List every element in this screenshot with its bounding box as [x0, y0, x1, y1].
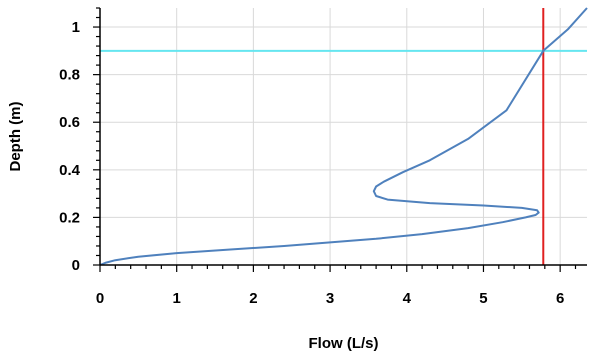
- tick-labels: 0 1 2 3 4 5 6 0 0.2 0.4 0.6 0.8 1: [59, 19, 564, 307]
- x-tick-label-4: 4: [403, 290, 412, 307]
- y-tick-label-4: 0.8: [59, 67, 80, 84]
- x-tick-label-0: 0: [96, 290, 104, 307]
- y-tick-label-5: 1: [72, 19, 80, 36]
- y-tick-label-3: 0.6: [59, 114, 80, 131]
- x-axis-title: Flow (L/s): [309, 335, 379, 352]
- y-tick-label-0: 0: [72, 257, 80, 274]
- x-tick-label-1: 1: [173, 290, 181, 307]
- y-tick-label-1: 0.2: [59, 209, 80, 226]
- x-tick-label-6: 6: [556, 290, 564, 307]
- y-tick-label-2: 0.4: [59, 162, 81, 179]
- series-line-0: [99, 7, 588, 266]
- x-tick-label-2: 2: [249, 290, 257, 307]
- axes: [93, 7, 587, 272]
- y-axis-title: Depth (m): [7, 102, 24, 172]
- x-tick-label-5: 5: [479, 290, 487, 307]
- x-tick-label-3: 3: [326, 290, 334, 307]
- series: [99, 7, 588, 266]
- reference-lines: [100, 8, 587, 265]
- grid: [100, 8, 587, 265]
